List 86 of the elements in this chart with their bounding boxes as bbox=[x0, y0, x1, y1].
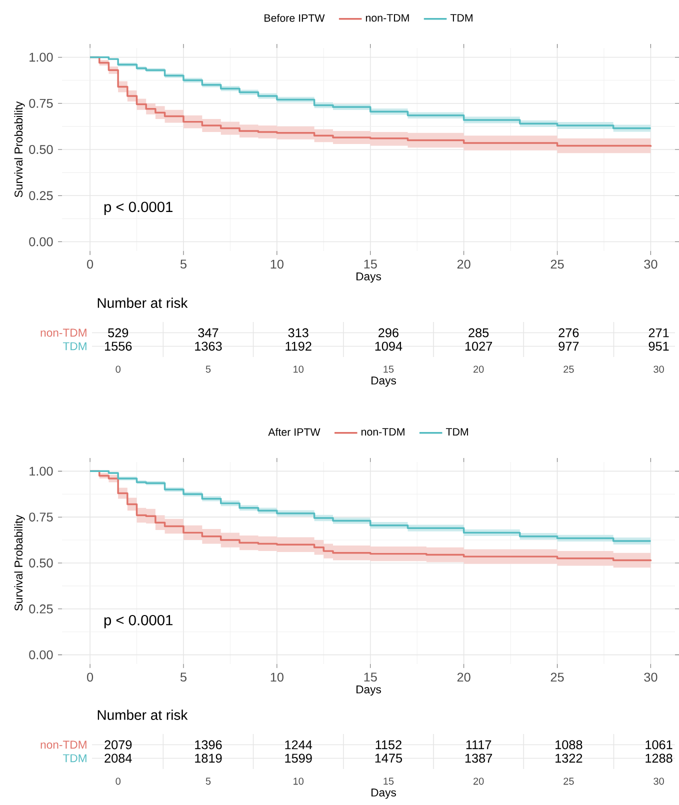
y-tick-label: 0.50 bbox=[29, 145, 53, 154]
x-tick-label: 5 bbox=[206, 778, 210, 785]
data-label: 1363 bbox=[194, 342, 222, 351]
x-tick-label: 20 bbox=[473, 778, 484, 785]
chart-title: Number at risk bbox=[98, 298, 188, 308]
legend-title: After IPTW bbox=[268, 428, 320, 436]
data-label: 1288 bbox=[646, 754, 672, 763]
x-tick-label: 0 bbox=[86, 260, 93, 269]
data-label: 347 bbox=[198, 328, 218, 338]
y-tick-label: 0.00 bbox=[29, 650, 53, 660]
x-tick-label: 30 bbox=[653, 366, 664, 373]
data-label: 1599 bbox=[285, 754, 312, 763]
legend-title: Before IPTW bbox=[264, 14, 325, 22]
data-label: 1152 bbox=[376, 740, 402, 750]
legend-label: TDM bbox=[450, 14, 472, 22]
annotation: p < 0.0001 bbox=[104, 614, 172, 628]
x-tick-label: 25 bbox=[563, 778, 574, 785]
x-tick-label: 15 bbox=[364, 260, 377, 269]
y-tick-label: 1.00 bbox=[29, 52, 53, 62]
y-tick-label: 0.50 bbox=[29, 558, 53, 568]
x-tick-label: 25 bbox=[550, 672, 564, 682]
y-tick-label: TDM bbox=[62, 754, 86, 762]
data-label: 1117 bbox=[466, 740, 491, 750]
y-tick-label: 0.75 bbox=[29, 512, 53, 522]
data-label: 951 bbox=[648, 342, 669, 351]
data-label: 313 bbox=[288, 328, 308, 338]
annotation: p < 0.0001 bbox=[104, 202, 172, 215]
x-axis-title: Days bbox=[371, 376, 396, 387]
x-tick-label: 30 bbox=[644, 260, 658, 269]
data-label: 977 bbox=[558, 342, 578, 351]
x-tick-label: 25 bbox=[563, 366, 574, 373]
y-axis-title: Survival Probability bbox=[14, 514, 25, 611]
x-axis-title: Days bbox=[371, 788, 396, 799]
x-tick-label: 5 bbox=[206, 366, 210, 373]
data-label: 1475 bbox=[375, 754, 402, 763]
x-tick-label: 0 bbox=[116, 366, 120, 373]
x-tick-label: 25 bbox=[550, 260, 564, 269]
chart-title: Number at risk bbox=[98, 710, 188, 720]
x-tick-label: 20 bbox=[473, 366, 484, 373]
x-tick-label: 5 bbox=[180, 672, 186, 682]
x-tick-label: 15 bbox=[384, 778, 394, 785]
x-tick-label: 15 bbox=[364, 672, 377, 682]
data-label: 1061 bbox=[646, 740, 672, 750]
x-tick-label: 20 bbox=[457, 260, 470, 269]
x-tick-label: 0 bbox=[86, 672, 93, 682]
y-tick-label: 0.25 bbox=[29, 604, 53, 614]
data-label: 1819 bbox=[194, 754, 222, 763]
data-label: 1387 bbox=[465, 754, 492, 763]
data-label: 1192 bbox=[286, 342, 312, 351]
x-tick-label: 10 bbox=[270, 672, 284, 682]
x-axis-title: Days bbox=[356, 685, 381, 696]
data-label: 529 bbox=[108, 328, 128, 338]
y-tick-label: non-TDM bbox=[40, 328, 86, 337]
data-label: 2079 bbox=[104, 740, 132, 750]
data-label: 1094 bbox=[375, 342, 402, 351]
y-tick-label: 0.00 bbox=[29, 237, 53, 246]
y-tick-label: 1.00 bbox=[29, 466, 53, 476]
data-label: 2084 bbox=[104, 754, 132, 763]
data-label: 271 bbox=[648, 328, 669, 338]
y-tick-label: 0.25 bbox=[29, 191, 53, 200]
legend-label: non-TDM bbox=[361, 428, 404, 436]
y-tick-label: 0.75 bbox=[29, 98, 53, 108]
y-tick-label: TDM bbox=[62, 342, 86, 350]
x-tick-label: 10 bbox=[293, 366, 304, 373]
x-tick-label: 30 bbox=[653, 778, 664, 785]
x-axis-title: Days bbox=[356, 272, 381, 283]
data-label: 296 bbox=[378, 328, 398, 338]
y-axis-title: Survival Probability bbox=[14, 101, 25, 198]
data-label: 1322 bbox=[555, 754, 582, 763]
data-label: 1088 bbox=[555, 740, 582, 750]
x-tick-label: 15 bbox=[384, 366, 394, 373]
x-tick-label: 5 bbox=[180, 260, 186, 269]
data-label: 1027 bbox=[465, 342, 492, 351]
legend-label: TDM bbox=[446, 428, 468, 436]
x-tick-label: 0 bbox=[116, 778, 120, 785]
data-label: 1244 bbox=[285, 740, 312, 750]
y-tick-label: non-TDM bbox=[40, 740, 86, 749]
x-tick-label: 20 bbox=[457, 672, 470, 682]
x-tick-label: 10 bbox=[293, 778, 304, 785]
x-tick-label: 10 bbox=[270, 260, 284, 269]
data-label: 276 bbox=[558, 328, 579, 338]
data-label: 285 bbox=[468, 328, 488, 338]
x-tick-label: 30 bbox=[644, 672, 658, 682]
data-label: 1556 bbox=[104, 342, 132, 351]
legend-label: non-TDM bbox=[366, 14, 409, 22]
data-label: 1396 bbox=[194, 740, 222, 750]
